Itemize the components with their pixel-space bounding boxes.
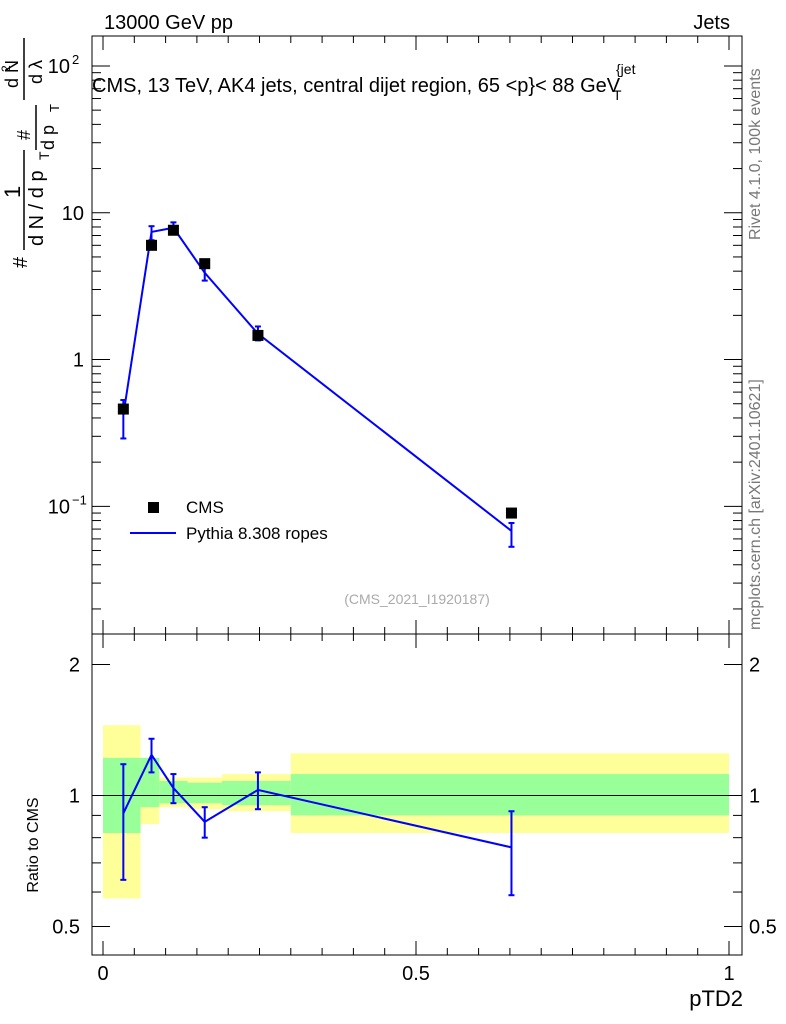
y-tick-exponent: −1 <box>72 492 87 507</box>
ylabel-frac2-den: d p <box>38 125 58 150</box>
cms-data-point <box>199 258 211 270</box>
pythia-line <box>122 226 513 532</box>
y-tick-label: 1 <box>73 350 84 372</box>
cms-data-point <box>117 403 129 415</box>
cms-data-point <box>252 329 264 341</box>
ratio-y-tick-label-right: 0.5 <box>749 916 777 938</box>
ratio-band-inner <box>140 757 160 808</box>
ylabel-frac2-hash: # <box>14 130 34 140</box>
ratio-y-tick-label: 0.5 <box>52 916 80 938</box>
ratio-band-inner <box>221 780 291 806</box>
cms-data-point <box>505 507 517 519</box>
ratio-y-tick-label: 1 <box>69 785 80 807</box>
title-part-main: CMS, 13 TeV, AK4 jets, central dijet reg… <box>92 75 528 97</box>
y-tick-label: 10 <box>48 56 70 78</box>
y-tick-label: 10 <box>62 203 84 225</box>
ratio-band-inner <box>187 782 222 804</box>
rivet-label: Rivet 4.1.0, 100k events <box>747 68 764 240</box>
ylabel-num: 1 <box>0 186 25 198</box>
ratio-y-axis-label: Ratio to CMS <box>25 797 42 892</box>
main-y-axis-label: # 1 d N / d p T # d p T d N 2 d λ <box>0 38 62 268</box>
legend-cms-marker <box>148 502 159 513</box>
main-frame <box>91 35 743 635</box>
legend-cms-label: CMS <box>186 498 224 517</box>
y-tick-exponent: 2 <box>72 52 79 67</box>
ylabel-den-sub: T <box>36 151 52 160</box>
source-label: mcplots.cern.ch [arXiv:2401.10621] <box>747 379 764 630</box>
ratio-frame <box>91 633 743 956</box>
x-axis-label: pTD2 <box>689 986 743 1011</box>
y-tick-label: 10 <box>48 496 70 518</box>
category-label: Jets <box>693 12 730 34</box>
legend: CMS Pythia 8.308 ropes <box>130 498 328 543</box>
ylabel-frac3-den: d λ <box>26 60 46 84</box>
energy-label: 13000 GeV pp <box>104 12 233 34</box>
ratio-line <box>122 752 512 849</box>
legend-pythia-label: Pythia 8.308 ropes <box>186 524 328 543</box>
ratio-band-inner <box>290 774 729 816</box>
analysis-id: (CMS_2021_I1920187) <box>344 591 490 607</box>
ratio-plot-area: 0 0.5 1 0.5 0.5 1 1 2 2 <box>52 633 777 985</box>
cms-data-point <box>146 239 158 251</box>
ylabel-hash: # <box>10 256 32 268</box>
chart-title: CMS, 13 TeV, AK4 jets, central dijet reg… <box>92 75 621 97</box>
ratio-y-tick-label: 2 <box>69 654 80 676</box>
title-part-end: }< 88 GeV <box>528 75 620 97</box>
title-jet-sup: {jet <box>616 61 636 77</box>
x-tick-label: 1 <box>723 963 734 985</box>
ylabel-den: d N / d p <box>26 170 48 246</box>
x-tick-label: 0 <box>97 963 108 985</box>
ratio-y-tick-label-right: 2 <box>749 654 760 676</box>
ylabel-frac3-num: d N <box>2 60 22 88</box>
x-tick-label: 0.5 <box>402 963 430 985</box>
title-T-sub: T <box>613 87 622 103</box>
cms-data-point <box>167 224 179 236</box>
ylabel-frac2-sub: T <box>47 104 62 112</box>
ylabel-frac3-sup: 2 <box>0 65 13 72</box>
ratio-y-tick-label-right: 1 <box>749 785 760 807</box>
